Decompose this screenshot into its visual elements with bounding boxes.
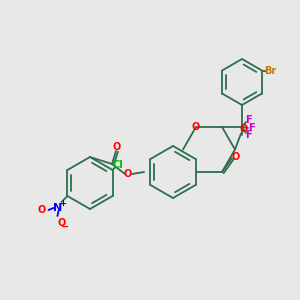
Text: O: O [232, 152, 240, 162]
Text: −: − [61, 222, 70, 232]
Text: Br: Br [264, 65, 276, 76]
Text: O: O [113, 142, 121, 152]
Text: F: F [245, 130, 251, 140]
Text: F: F [248, 123, 254, 133]
Text: N: N [53, 203, 62, 213]
Text: Cl: Cl [112, 160, 123, 170]
Text: O: O [192, 122, 200, 132]
Text: O: O [240, 124, 248, 134]
Text: O: O [57, 218, 66, 228]
Text: O: O [38, 205, 46, 215]
Text: +: + [59, 199, 66, 208]
Text: O: O [124, 169, 132, 179]
Text: F: F [245, 115, 251, 125]
